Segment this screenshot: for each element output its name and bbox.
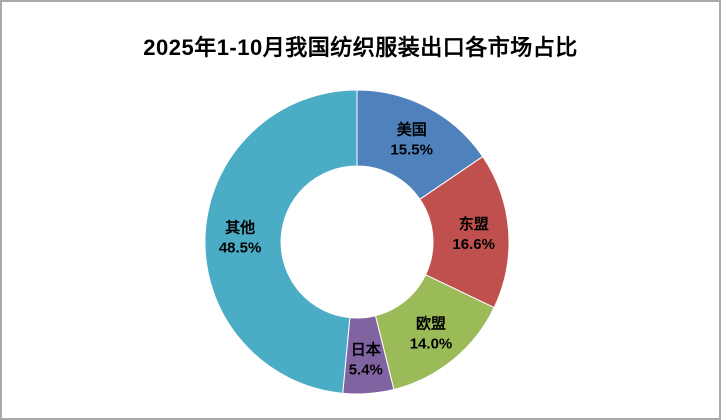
pie-slice-asean <box>419 155 510 309</box>
slice-label-japan: 日本 5.4% <box>349 341 383 379</box>
pie-slice-others <box>204 89 358 394</box>
slice-label-usa: 美国 15.5% <box>390 121 433 159</box>
slice-label-eu: 欧盟 14.0% <box>410 315 453 353</box>
slice-label-others: 其他 48.5% <box>219 219 262 257</box>
chart-title: 2025年1-10月我国纺织服装出口各市场占比 <box>143 35 578 60</box>
slice-label-asean: 东盟 16.6% <box>452 215 495 253</box>
